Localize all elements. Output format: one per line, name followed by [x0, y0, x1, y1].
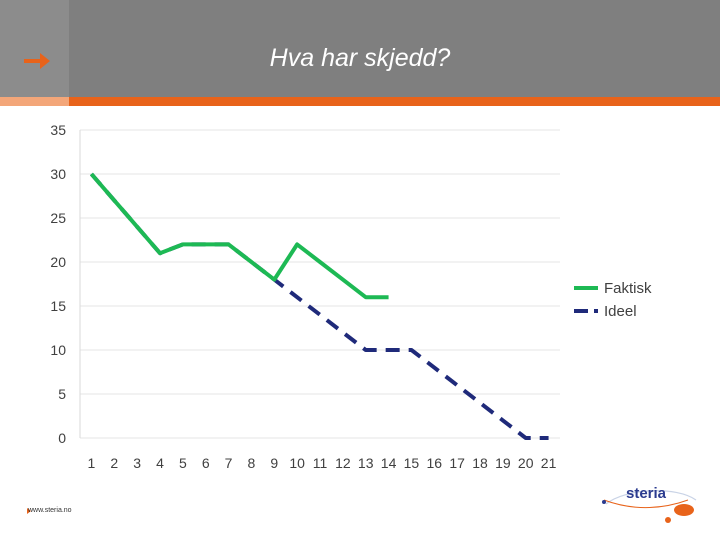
x-tick-label: 6 [202, 455, 210, 470]
header-left-panel [0, 0, 69, 97]
page-title: Hva har skjedd? [269, 44, 451, 72]
x-tick-label: 14 [381, 455, 397, 470]
x-tick-label: 21 [541, 455, 557, 470]
x-tick-label: 13 [358, 455, 374, 470]
y-tick-label: 20 [50, 254, 66, 270]
legend-label-faktisk: Faktisk [604, 280, 652, 297]
y-tick-label: 15 [50, 298, 66, 314]
x-tick-label: 3 [133, 455, 141, 470]
x-tick-label: 1 [88, 455, 96, 470]
y-tick-label: 5 [58, 386, 66, 402]
x-tick-label: 8 [248, 455, 256, 470]
x-tick-label: 10 [289, 455, 305, 470]
steria-logo: steria [602, 485, 697, 523]
footer-url[interactable]: www.steria.no [28, 507, 72, 514]
x-tick-label: 4 [156, 455, 164, 470]
x-tick-label: 16 [426, 455, 442, 470]
x-tick-label: 11 [313, 455, 328, 470]
arrow-right-icon [24, 53, 50, 69]
y-tick-label: 0 [58, 430, 66, 446]
x-tick-label: 12 [335, 455, 351, 470]
x-tick-label: 7 [225, 455, 233, 470]
x-tick-label: 15 [404, 455, 420, 470]
accent-bar-left [0, 97, 69, 106]
series-line-ideel [89, 172, 549, 440]
x-tick-label: 17 [449, 455, 465, 470]
x-tick-label: 20 [518, 455, 534, 470]
accent-bar [69, 97, 720, 106]
y-tick-label: 35 [50, 122, 66, 138]
x-tick-label: 18 [472, 455, 488, 470]
series-line-faktisk [89, 172, 389, 300]
legend-label-ideel: Ideel [604, 303, 637, 320]
y-tick-label: 30 [50, 166, 66, 182]
svg-text:steria: steria [626, 485, 667, 502]
x-tick-label: 5 [179, 455, 187, 470]
y-tick-label: 10 [50, 342, 66, 358]
x-tick-label: 9 [270, 455, 278, 470]
y-tick-label: 25 [50, 210, 66, 226]
x-tick-label: 19 [495, 455, 511, 470]
x-tick-label: 2 [110, 455, 118, 470]
header-bar [0, 0, 720, 106]
footer-bullet-icon [27, 508, 31, 514]
